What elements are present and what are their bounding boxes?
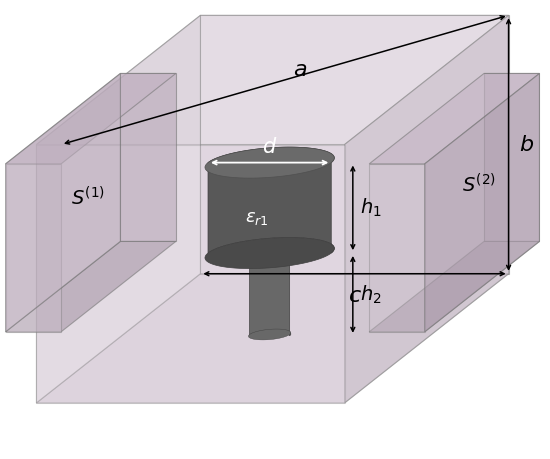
Polygon shape: [36, 15, 200, 403]
Text: $\varepsilon_{r1}$: $\varepsilon_{r1}$: [245, 209, 269, 227]
Polygon shape: [250, 248, 291, 336]
Polygon shape: [205, 147, 334, 178]
Polygon shape: [369, 241, 540, 332]
Polygon shape: [6, 73, 176, 164]
Polygon shape: [36, 145, 345, 403]
Polygon shape: [425, 73, 540, 332]
Polygon shape: [484, 73, 540, 241]
Polygon shape: [6, 164, 61, 332]
Polygon shape: [6, 73, 120, 332]
Polygon shape: [369, 73, 540, 164]
Polygon shape: [249, 248, 291, 258]
Text: $c$: $c$: [348, 285, 361, 307]
Polygon shape: [6, 241, 176, 332]
Text: $b$: $b$: [519, 134, 534, 156]
Polygon shape: [36, 15, 509, 145]
Polygon shape: [120, 73, 176, 241]
Polygon shape: [200, 15, 509, 274]
Text: $S^{(1)}$: $S^{(1)}$: [71, 186, 104, 209]
Text: $h_2$: $h_2$: [360, 283, 382, 306]
Text: $h_1$: $h_1$: [360, 197, 382, 219]
Text: $S^{(2)}$: $S^{(2)}$: [462, 173, 496, 196]
Polygon shape: [205, 238, 334, 269]
Text: $a$: $a$: [293, 59, 307, 81]
Polygon shape: [36, 274, 509, 403]
Polygon shape: [345, 15, 509, 403]
Polygon shape: [208, 147, 334, 253]
Text: $d$: $d$: [262, 137, 277, 157]
Polygon shape: [369, 164, 425, 332]
Polygon shape: [249, 329, 291, 340]
